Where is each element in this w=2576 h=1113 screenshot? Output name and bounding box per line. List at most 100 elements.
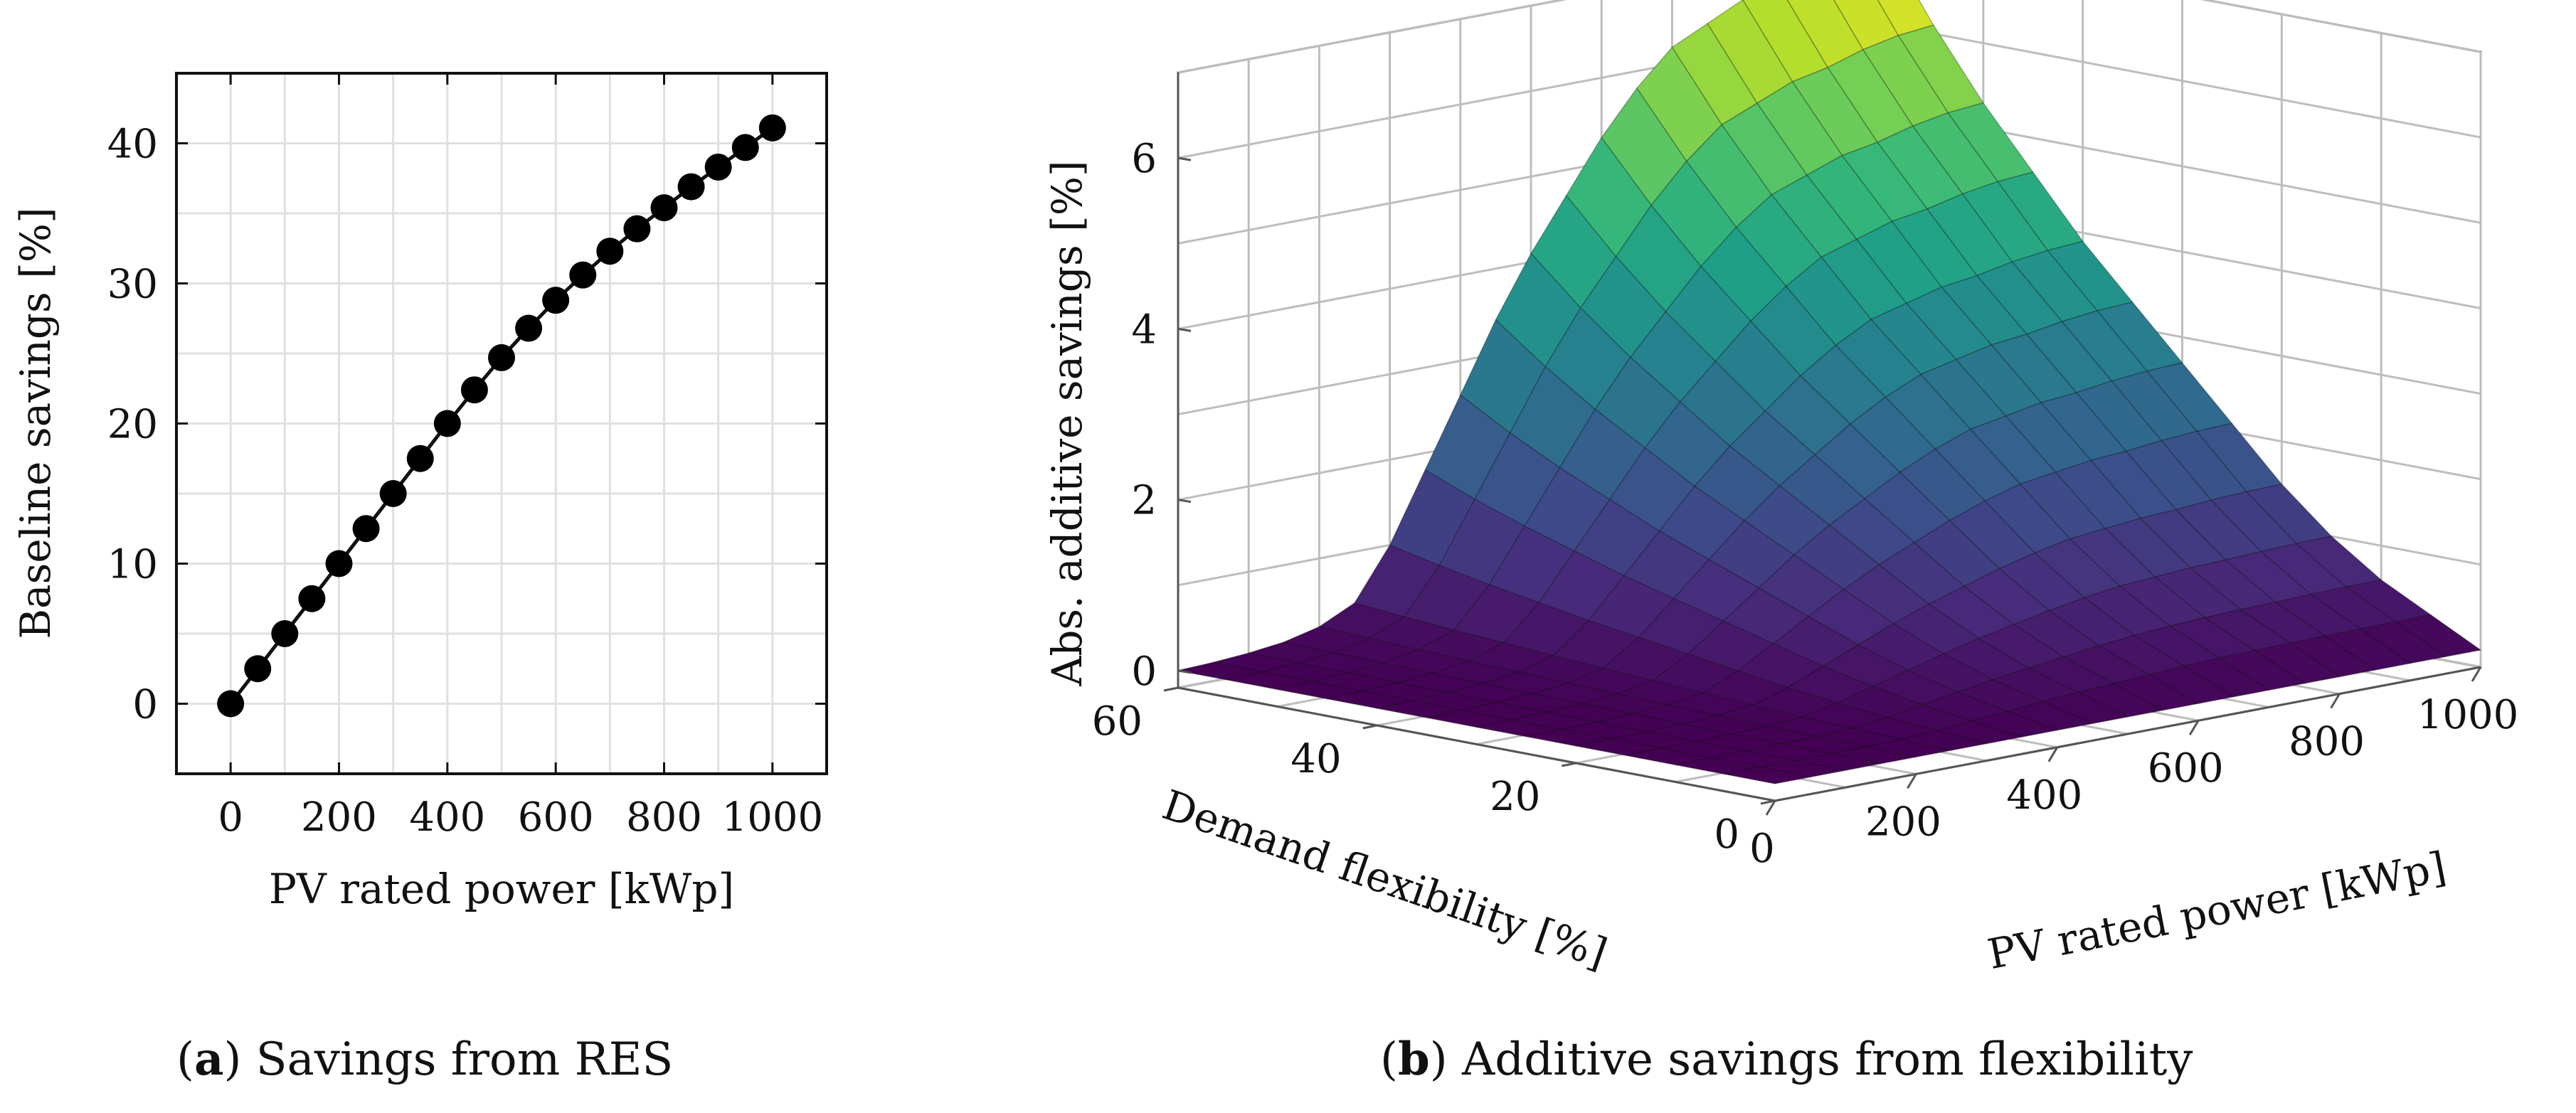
x-tick-mark bbox=[2330, 693, 2341, 709]
surface-patch bbox=[1737, 643, 1824, 688]
z-tick-label: 0 bbox=[1131, 649, 1157, 695]
wall-grid-line bbox=[1177, 0, 1567, 74]
surface-patch bbox=[1575, 738, 1662, 756]
surface-patch bbox=[1827, 49, 1914, 143]
surface-patch bbox=[1856, 220, 1943, 304]
x-tick-mark bbox=[1765, 800, 1776, 816]
surface-patch bbox=[2005, 402, 2092, 473]
x-tick-mark bbox=[2047, 747, 2059, 762]
surface-patch bbox=[2218, 650, 2305, 691]
surface-patch bbox=[1694, 445, 1781, 521]
surface-patch bbox=[1864, 472, 1951, 543]
y-tick-label: 20 bbox=[107, 402, 158, 448]
surface-patch bbox=[1581, 693, 1668, 715]
surface-patch bbox=[1801, 702, 1888, 730]
x-tick-label: 0 bbox=[1749, 826, 1775, 872]
surface-patch bbox=[1262, 662, 1349, 683]
surface-patch bbox=[1667, 692, 1754, 716]
surface-patch bbox=[1833, 0, 1899, 50]
surface-patch bbox=[1907, 653, 1994, 693]
surface-patch bbox=[2040, 392, 2127, 462]
surface-patch bbox=[1850, 396, 1936, 473]
surface-patch bbox=[1588, 575, 1675, 638]
surface-patch bbox=[2148, 665, 2235, 704]
surface-patch bbox=[1636, 46, 1723, 162]
y-tick-label: 60 bbox=[1092, 698, 1143, 745]
y-tick-label: 40 bbox=[107, 122, 158, 168]
data-point bbox=[298, 585, 326, 612]
z-tick-label: 2 bbox=[1131, 478, 1157, 524]
data-point bbox=[515, 314, 543, 342]
wall-grid-line bbox=[1883, 23, 2481, 139]
surface-patch bbox=[1460, 319, 1547, 434]
data-point bbox=[406, 444, 434, 472]
data-point bbox=[704, 153, 732, 181]
surface-patch bbox=[1298, 651, 1384, 673]
wall-grid-line bbox=[2200, 0, 2481, 53]
surface-patch bbox=[1936, 720, 2023, 745]
y-tick-label: 0 bbox=[132, 682, 158, 728]
data-point bbox=[352, 515, 380, 543]
data-point bbox=[650, 194, 678, 222]
data-point bbox=[596, 238, 624, 265]
surface-patch bbox=[1828, 498, 1915, 565]
z-tick-mark bbox=[1177, 499, 1192, 504]
surface-patch bbox=[2011, 250, 2098, 322]
surface-patch bbox=[1707, 0, 1793, 104]
surface-patch bbox=[1658, 486, 1745, 560]
surface-patch bbox=[2310, 586, 2397, 630]
data-point bbox=[460, 376, 488, 404]
surface-patch bbox=[1949, 500, 2035, 570]
surface-patch bbox=[1565, 137, 1652, 257]
surface-patch bbox=[2260, 543, 2347, 595]
surface-patch bbox=[1830, 746, 1917, 765]
data-point bbox=[244, 655, 272, 683]
caption-a-text: Savings from RES bbox=[255, 1033, 674, 1086]
surface-patch bbox=[1602, 637, 1689, 681]
surface-patch bbox=[2196, 422, 2283, 493]
x-tick-label: 200 bbox=[301, 794, 377, 841]
surface-patch bbox=[1795, 753, 1882, 771]
surface-patch bbox=[1362, 682, 1448, 701]
x-tick-mark bbox=[2471, 666, 2482, 682]
y-tick-label: 30 bbox=[107, 262, 158, 308]
x-tick-mark bbox=[2188, 720, 2200, 735]
surface-patch bbox=[2240, 601, 2326, 644]
surface-patch bbox=[1608, 447, 1695, 532]
surface-patch bbox=[1673, 559, 1760, 622]
x-axis-label: PV rated power [kWp] bbox=[269, 865, 734, 913]
surface-patch bbox=[1870, 302, 1957, 376]
surface-patch bbox=[1482, 671, 1569, 695]
z-tick-mark bbox=[1177, 327, 1192, 332]
surface-patch bbox=[1961, 181, 2048, 263]
x-tick-label: 1000 bbox=[2417, 692, 2519, 738]
surface-patch bbox=[1835, 319, 1922, 398]
data-point bbox=[758, 114, 786, 142]
surface-patch bbox=[1177, 661, 1264, 681]
surface-patch bbox=[2395, 614, 2481, 658]
surface-patch bbox=[2042, 691, 2129, 725]
x-tick-label: 800 bbox=[626, 794, 702, 841]
surface-patch bbox=[1914, 520, 2000, 587]
surface-patch bbox=[2134, 625, 2220, 667]
data-point bbox=[325, 550, 353, 577]
surface-patch bbox=[2111, 371, 2198, 442]
surface-patch bbox=[1742, 0, 1828, 82]
surface-patch bbox=[1941, 275, 2028, 346]
surface-patch bbox=[1897, 24, 1984, 114]
x-tick-label: 800 bbox=[2289, 719, 2365, 765]
surface-patch bbox=[1567, 667, 1654, 695]
data-point bbox=[623, 215, 651, 243]
data-point bbox=[731, 134, 759, 161]
surface-patch bbox=[1816, 728, 1902, 747]
surface-patch bbox=[1957, 679, 2044, 712]
y-tick-label: 10 bbox=[107, 542, 158, 588]
surface-patch bbox=[2254, 642, 2341, 684]
surface-patch bbox=[1971, 710, 2058, 737]
data-points bbox=[217, 114, 786, 718]
surface-patch bbox=[2125, 440, 2212, 511]
caption-a-label: a bbox=[194, 1033, 224, 1086]
surface-patch bbox=[1687, 620, 1774, 672]
